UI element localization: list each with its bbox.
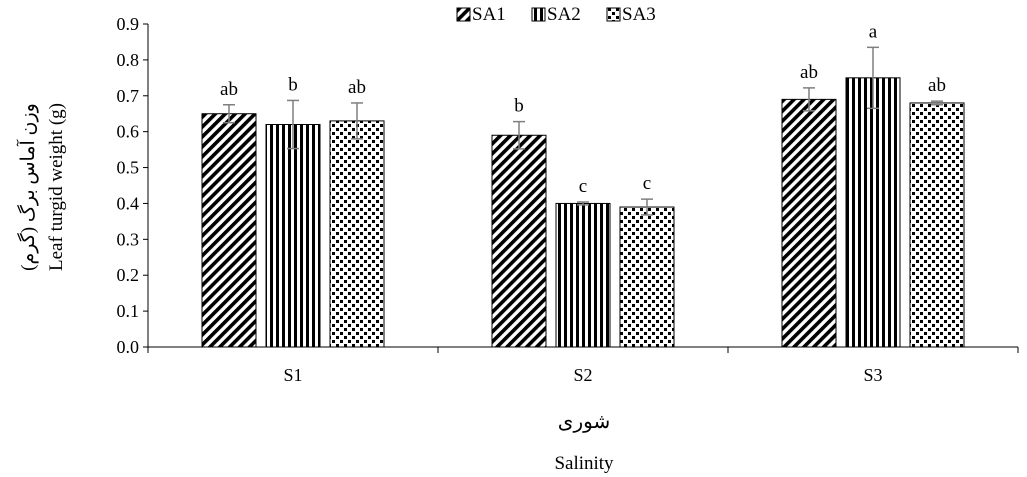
x-tick-label: S1	[283, 365, 302, 385]
y-axis-label-english: Leaf turgid weight (g)	[46, 103, 67, 271]
y-tick-label: 0.6	[117, 122, 140, 142]
bar	[555, 202, 611, 348]
y-axis-label-persian: وزن آماس برگ (گرم)	[16, 103, 39, 271]
error-bar	[223, 104, 235, 124]
bar	[781, 98, 837, 348]
legend-swatch	[606, 7, 621, 22]
significance-letter: ab	[928, 75, 946, 96]
error-bar	[577, 201, 589, 206]
y-tick-label: 0.9	[117, 14, 140, 34]
significance-letter: b	[514, 96, 524, 117]
significance-letter: c	[579, 176, 587, 197]
bar	[201, 113, 257, 348]
bar	[619, 206, 675, 348]
legend-item: SA3	[606, 4, 656, 25]
significance-letter: ab	[800, 62, 818, 83]
x-axis-label-english: Salinity	[554, 453, 614, 474]
y-tick-label: 0.5	[117, 158, 140, 178]
legend-label: SA2	[547, 4, 581, 25]
legend-swatch	[456, 7, 471, 22]
y-tick-label: 0.2	[117, 265, 140, 285]
y-tick-label: 0.8	[117, 50, 140, 70]
error-bar	[513, 120, 525, 150]
significance-letter: c	[643, 173, 651, 194]
y-tick-label: 0.1	[117, 301, 140, 321]
axes: 0.0 0.1 0.2 0.3 0.4 0.5 0.6 0.7 0.8 0.9 S1 S2 S3	[117, 14, 1019, 385]
significance-letter: ab	[348, 77, 366, 98]
legend-label: SA3	[622, 4, 656, 25]
legend-swatch	[531, 7, 546, 22]
x-axis-label-persian: شوری	[558, 411, 610, 433]
significance-letter: a	[869, 21, 878, 42]
error-bar	[931, 100, 943, 106]
legend-item: SA2	[531, 4, 581, 25]
error-bar	[641, 198, 653, 216]
bar	[909, 102, 965, 348]
legend-label: SA1	[472, 4, 506, 25]
error-bar	[867, 46, 879, 110]
bar	[845, 77, 901, 348]
bar	[265, 123, 321, 348]
x-tick-label: S2	[573, 365, 592, 385]
significance-letter: b	[288, 74, 298, 95]
y-tick-label: 0.4	[117, 193, 140, 213]
significance-letter: ab	[220, 79, 238, 100]
error-bar	[351, 102, 363, 140]
error-bar	[803, 87, 815, 112]
y-tick-label: 0.3	[117, 229, 140, 249]
y-tick-label: 0.0	[117, 337, 140, 357]
error-bar	[287, 99, 299, 150]
chart-legend: SA1 SA2 SA3	[456, 4, 656, 25]
plot-area: ab b ab b c c ab a ab	[201, 21, 965, 348]
y-tick-label: 0.7	[117, 86, 140, 106]
x-tick-label: S3	[863, 365, 882, 385]
legend-item: SA1	[456, 4, 506, 25]
bar	[491, 134, 547, 348]
bar	[329, 120, 385, 348]
